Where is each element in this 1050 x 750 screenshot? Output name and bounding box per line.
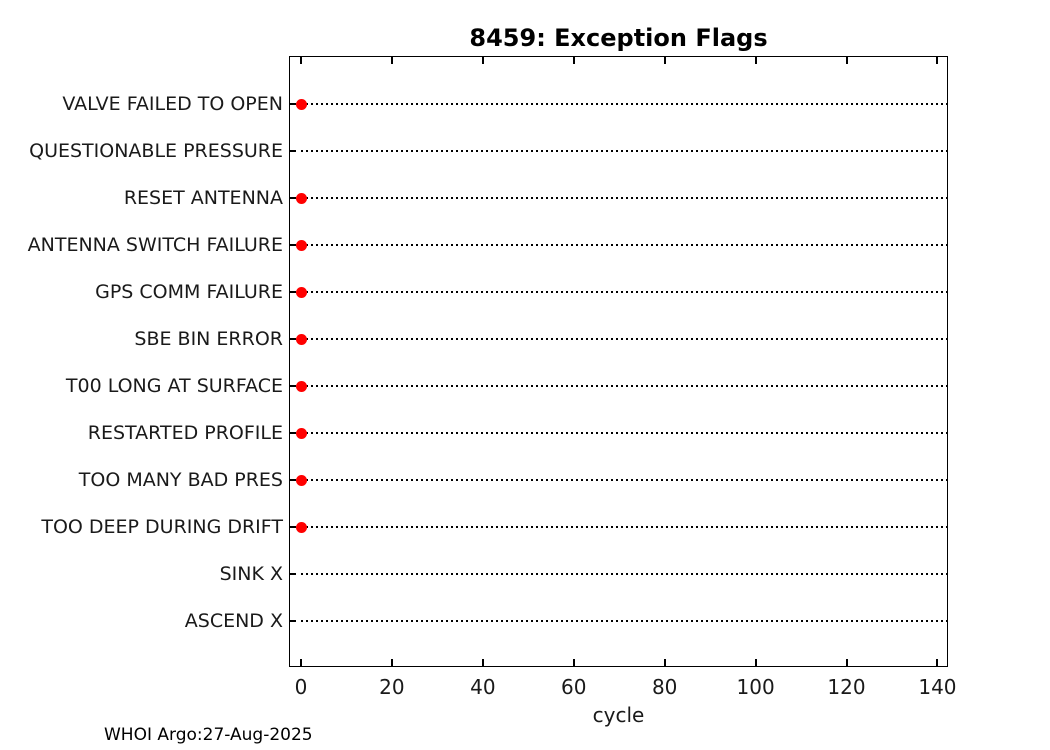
y-tick — [290, 150, 296, 152]
row-dotted-line — [301, 244, 947, 246]
row-dotted-line — [301, 197, 947, 199]
y-tick-label: SINK X — [219, 563, 283, 585]
x-axis-label: cycle — [592, 703, 645, 727]
y-tick — [290, 103, 296, 105]
y-tick-label: VALVE FAILED TO OPEN — [62, 93, 283, 115]
row-dotted-line — [301, 150, 947, 152]
x-tick-label: 0 — [294, 675, 308, 699]
x-tick-label: 120 — [827, 675, 866, 699]
x-tick-label: 60 — [561, 675, 587, 699]
plot-area — [289, 56, 948, 667]
x-tick-label: 20 — [379, 675, 405, 699]
row-dotted-line — [301, 573, 947, 575]
chart-title: 8459: Exception Flags — [469, 24, 768, 52]
y-tick-label: QUESTIONABLE PRESSURE — [29, 140, 283, 162]
y-tick — [290, 244, 296, 246]
x-tick-top — [572, 57, 575, 64]
event-marker — [295, 239, 307, 251]
y-tick-label: RESET ANTENNA — [123, 187, 283, 209]
y-tick-label: RESTARTED PROFILE — [87, 422, 283, 444]
event-marker — [295, 333, 307, 345]
row-dotted-line — [301, 620, 947, 622]
x-tick-label: 80 — [651, 675, 678, 699]
x-tick-top — [754, 57, 757, 64]
y-tick-label: T00 LONG AT SURFACE — [65, 375, 283, 397]
x-tick-bottom — [754, 659, 757, 666]
x-tick-top — [663, 57, 666, 64]
event-marker — [295, 192, 307, 204]
watermark-text: WHOI Argo:27-Aug-2025 — [104, 725, 313, 745]
x-tick-label: 40 — [470, 675, 496, 699]
y-tick — [290, 526, 296, 528]
y-tick — [290, 338, 296, 340]
x-tick-bottom — [845, 659, 848, 666]
event-marker — [295, 98, 307, 110]
row-dotted-line — [301, 526, 947, 528]
row-dotted-line — [301, 338, 947, 340]
x-tick-top — [845, 57, 848, 64]
x-tick-bottom — [663, 659, 666, 666]
x-tick-top — [936, 57, 939, 64]
y-tick-label: SBE BIN ERROR — [134, 328, 283, 350]
y-tick-label: ANTENNA SWITCH FAILURE — [27, 234, 283, 256]
y-tick — [290, 620, 296, 622]
y-tick-label: TOO MANY BAD PRES — [78, 469, 283, 491]
row-dotted-line — [301, 291, 947, 293]
x-tick-bottom — [390, 659, 393, 666]
row-dotted-line — [301, 103, 947, 105]
y-tick — [290, 291, 296, 293]
x-tick-top — [300, 57, 302, 64]
y-tick — [290, 197, 296, 199]
x-tick-bottom — [300, 659, 302, 666]
x-tick-label: 100 — [736, 675, 775, 699]
y-tick-label: GPS COMM FAILURE — [95, 281, 283, 303]
x-tick-top — [390, 57, 393, 64]
row-dotted-line — [301, 432, 947, 434]
x-tick-bottom — [572, 659, 575, 666]
y-tick — [290, 479, 296, 481]
y-tick — [290, 573, 296, 575]
event-marker — [295, 521, 307, 533]
x-tick-bottom — [936, 659, 939, 666]
x-tick-label: 140 — [918, 675, 957, 699]
row-dotted-line — [301, 385, 947, 387]
y-tick — [290, 432, 296, 434]
y-tick — [290, 385, 296, 387]
event-marker — [295, 380, 307, 392]
event-marker — [295, 427, 307, 439]
x-tick-bottom — [481, 659, 484, 666]
y-tick-label: ASCEND X — [184, 610, 283, 632]
event-marker — [295, 286, 307, 298]
y-tick-label: TOO DEEP DURING DRIFT — [41, 516, 283, 538]
x-tick-top — [481, 57, 484, 64]
event-marker — [295, 474, 307, 486]
row-dotted-line — [301, 479, 947, 481]
